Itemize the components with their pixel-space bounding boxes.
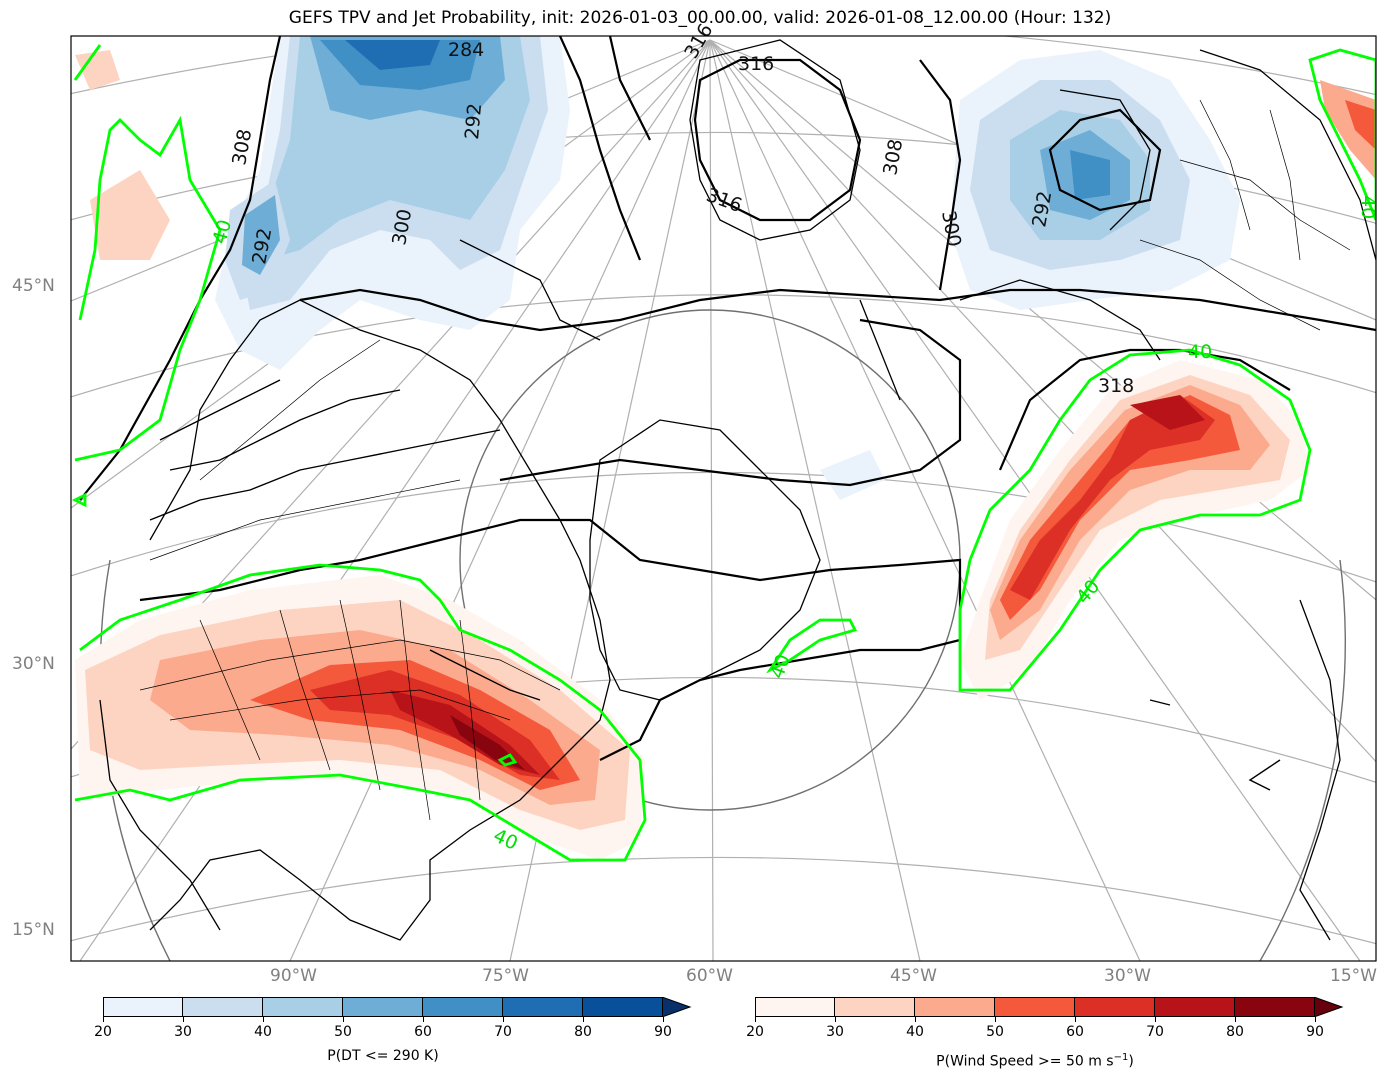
- lon-label-90w: 90°W: [270, 966, 317, 986]
- colorbar_red-segment: [1075, 997, 1155, 1017]
- tpv-probability-shading: [215, 36, 1240, 500]
- colorbar_red-segment: [755, 997, 835, 1017]
- colorbar_red-tickmark: [1235, 1017, 1236, 1022]
- colorbar_red-tickmark: [1315, 1017, 1316, 1022]
- theta-contours-thin: [149, 379, 1281, 791]
- lon-label-15w: 15°W: [1330, 966, 1377, 986]
- colorbar_blue-segment: [103, 997, 183, 1017]
- colorbar_blue-tick-label: 90: [654, 1024, 672, 1040]
- colorbar-red-extend: [1314, 997, 1344, 1017]
- jet-probability-shading: [75, 50, 1376, 860]
- colorbar_blue-tick-label: 50: [334, 1024, 352, 1040]
- colorbar_red-tick-label: 50: [986, 1024, 1004, 1040]
- theta-label: 316: [703, 184, 745, 217]
- colorbar_blue-segment: [423, 997, 503, 1017]
- colorbar_blue-tick-label: 40: [254, 1024, 272, 1040]
- colorbar_blue-tickmark: [503, 1017, 504, 1022]
- colorbar_blue-tick-label: 70: [494, 1024, 512, 1040]
- theta-label: 284: [448, 39, 484, 61]
- colorbar_blue-tickmark: [583, 1017, 584, 1022]
- colorbar_red-tickmark: [915, 1017, 916, 1022]
- colorbar_red-tickmark: [1155, 1017, 1156, 1022]
- colorbar_blue-tick-label: 80: [574, 1024, 592, 1040]
- colorbar_red-tick-label: 80: [1226, 1024, 1244, 1040]
- lon-label-75w: 75°W: [482, 966, 529, 986]
- jet-label: 40: [766, 651, 795, 681]
- colorbar-blue-extend: [662, 997, 692, 1017]
- colorbar_red-tick-label: 20: [746, 1024, 764, 1040]
- colorbar_blue-tick-label: 30: [174, 1024, 192, 1040]
- colorbar_red-tick-label: 30: [826, 1024, 844, 1040]
- theta-label: 292: [461, 102, 486, 140]
- theta-label: 318: [1098, 375, 1134, 397]
- colorbar_red-tick-label: 40: [906, 1024, 924, 1040]
- colorbar_blue-tickmark: [103, 1017, 104, 1022]
- colorbar_red-tickmark: [1075, 1017, 1076, 1022]
- jet-label: 40: [1188, 341, 1212, 363]
- colorbar_red-tickmark: [995, 1017, 996, 1022]
- lat-label-45n: 45°N: [12, 276, 55, 296]
- jet-label: 40: [1357, 195, 1379, 219]
- lon-label-45w: 45°W: [890, 966, 937, 986]
- map-frame: [70, 35, 1377, 962]
- colorbar_blue-segment: [503, 997, 583, 1017]
- colorbar_red-tickmark: [755, 1017, 756, 1022]
- colorbar_blue-tick-label: 20: [94, 1024, 112, 1040]
- colorbar_red-segment: [915, 997, 995, 1017]
- colorbar_blue-tickmark: [263, 1017, 264, 1022]
- coastlines: [99, 39, 1376, 941]
- colorbar_blue-tickmark: [183, 1017, 184, 1022]
- colorbar_blue-segment: [343, 997, 423, 1017]
- colorbar_red-tick-label: 90: [1306, 1024, 1324, 1040]
- colorbar_blue-segment: [263, 997, 343, 1017]
- jet-contours: [71, 44, 1376, 862]
- colorbar_red-segment: [1155, 997, 1235, 1017]
- colorbar_red-tick-label: 60: [1066, 1024, 1084, 1040]
- theta-label: 308: [228, 127, 256, 167]
- colorbar_blue-tickmark: [343, 1017, 344, 1022]
- colorbar_blue-tick-label: 60: [414, 1024, 432, 1040]
- colorbar_blue-segment: [183, 997, 263, 1017]
- theta-label: 316: [738, 53, 774, 75]
- lon-label-30w: 30°W: [1104, 966, 1151, 986]
- lon-label-60w: 60°W: [686, 966, 733, 986]
- colorbar_red-segment: [995, 997, 1075, 1017]
- map-title: GEFS TPV and Jet Probability, init: 2026…: [288, 8, 1112, 28]
- colorbar_red-tick-label: 70: [1146, 1024, 1164, 1040]
- colorbar-red-label: P(Wind Speed >= 50 m s−1): [936, 1052, 1134, 1070]
- jet-area-northeast: [1320, 80, 1376, 180]
- lat-label-15n: 15°N: [12, 920, 55, 940]
- colorbar-blue-label: P(DT <= 290 K): [327, 1048, 439, 1064]
- colorbar_blue-tickmark: [423, 1017, 424, 1022]
- theta-label: 308: [879, 137, 907, 177]
- colorbar_blue-tickmark: [663, 1017, 664, 1022]
- colorbar_red-tickmark: [835, 1017, 836, 1022]
- lat-label-30n: 30°N: [12, 654, 55, 674]
- colorbar_red-segment: [835, 997, 915, 1017]
